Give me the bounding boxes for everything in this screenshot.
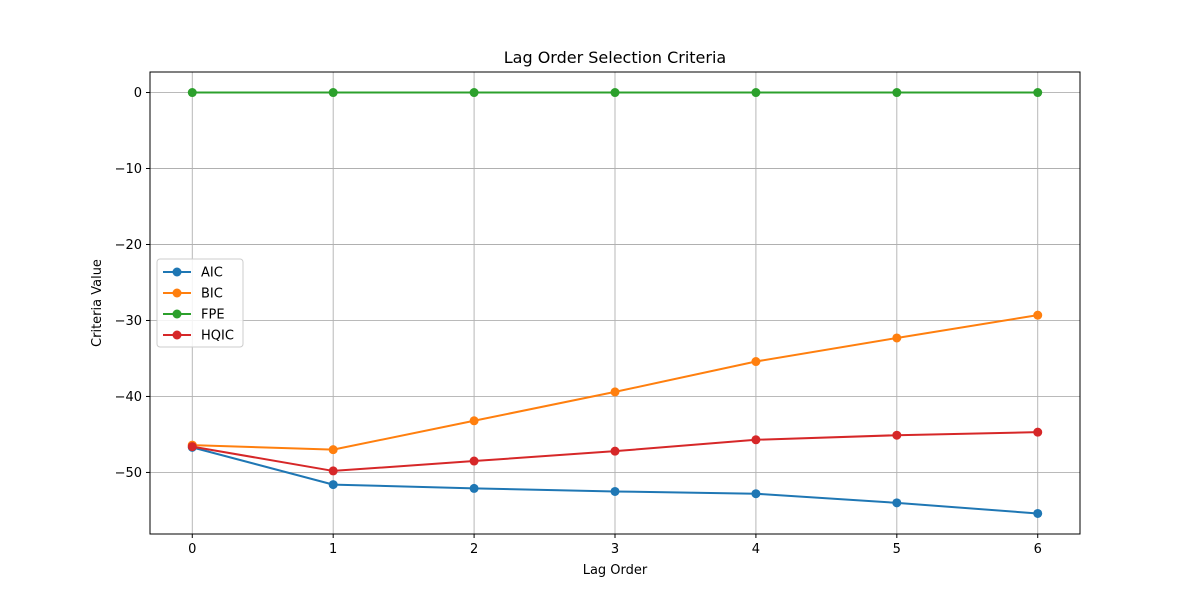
- legend-item-fpe: FPE: [163, 308, 225, 323]
- data-point-fpe: [610, 88, 620, 98]
- data-point-bic: [610, 387, 620, 397]
- data-point-fpe: [469, 88, 479, 98]
- y-tick-label: −20: [115, 238, 142, 253]
- y-tick-label: −40: [115, 390, 142, 405]
- legend: AIC BIC FPE HQIC: [156, 258, 244, 348]
- x-axis-title: Lag Order: [583, 563, 648, 578]
- data-point-hqic: [187, 442, 197, 452]
- data-point-aic: [1033, 508, 1043, 518]
- data-point-hqic: [469, 456, 479, 466]
- y-tick-label: 0: [134, 86, 142, 101]
- legend-item-aic: AIC: [163, 266, 223, 281]
- legend-item-bic: BIC: [163, 287, 223, 302]
- y-tick-label: −10: [115, 162, 142, 177]
- data-point-bic: [1033, 310, 1043, 320]
- legend-swatch-marker: [172, 330, 182, 340]
- x-tick-label: 4: [752, 542, 760, 557]
- y-tick-label: −30: [115, 314, 142, 329]
- legend-label: AIC: [201, 266, 223, 281]
- series-fpe: [187, 88, 1043, 98]
- x-tick-label: 5: [893, 542, 901, 557]
- data-point-hqic: [1033, 427, 1043, 437]
- data-point-aic: [610, 486, 620, 496]
- x-tick-label: 0: [188, 542, 196, 557]
- data-point-aic: [751, 489, 761, 499]
- data-point-hqic: [328, 466, 338, 476]
- x-tick-label: 1: [329, 542, 337, 557]
- data-point-fpe: [751, 88, 761, 98]
- x-tick-label: 3: [611, 542, 619, 557]
- y-axis-title: Criteria Value: [90, 259, 105, 347]
- chart-title: Lag Order Selection Criteria: [504, 48, 726, 67]
- legend-swatch-marker: [172, 309, 182, 319]
- legend-label: BIC: [201, 287, 223, 302]
- legend-swatch-marker: [172, 288, 182, 298]
- data-point-fpe: [892, 88, 902, 98]
- legend-swatch-marker: [172, 267, 182, 277]
- data-point-aic: [328, 480, 338, 490]
- data-point-bic: [892, 333, 902, 343]
- data-point-aic: [469, 483, 479, 493]
- legend-item-hqic: HQIC: [163, 329, 234, 344]
- x-tick-label: 6: [1034, 542, 1042, 557]
- data-point-hqic: [751, 435, 761, 445]
- series-hqic: [187, 427, 1043, 476]
- legend-box: [156, 258, 244, 348]
- legend-label: FPE: [201, 308, 225, 323]
- data-point-aic: [892, 498, 902, 508]
- y-tick-label: −50: [115, 466, 142, 481]
- data-point-fpe: [187, 88, 197, 98]
- series-layer: [187, 88, 1043, 518]
- data-point-fpe: [328, 88, 338, 98]
- axes: 0 1 2 3 4 5 6 0 −10 −20 −30 −40 −50: [115, 86, 1042, 557]
- x-tick-label: 2: [470, 542, 478, 557]
- data-point-bic: [751, 357, 761, 367]
- data-point-fpe: [1033, 88, 1043, 98]
- data-point-bic: [328, 445, 338, 455]
- data-point-hqic: [892, 430, 902, 440]
- legend-label: HQIC: [201, 329, 234, 344]
- data-point-bic: [469, 416, 479, 426]
- data-point-hqic: [610, 446, 620, 456]
